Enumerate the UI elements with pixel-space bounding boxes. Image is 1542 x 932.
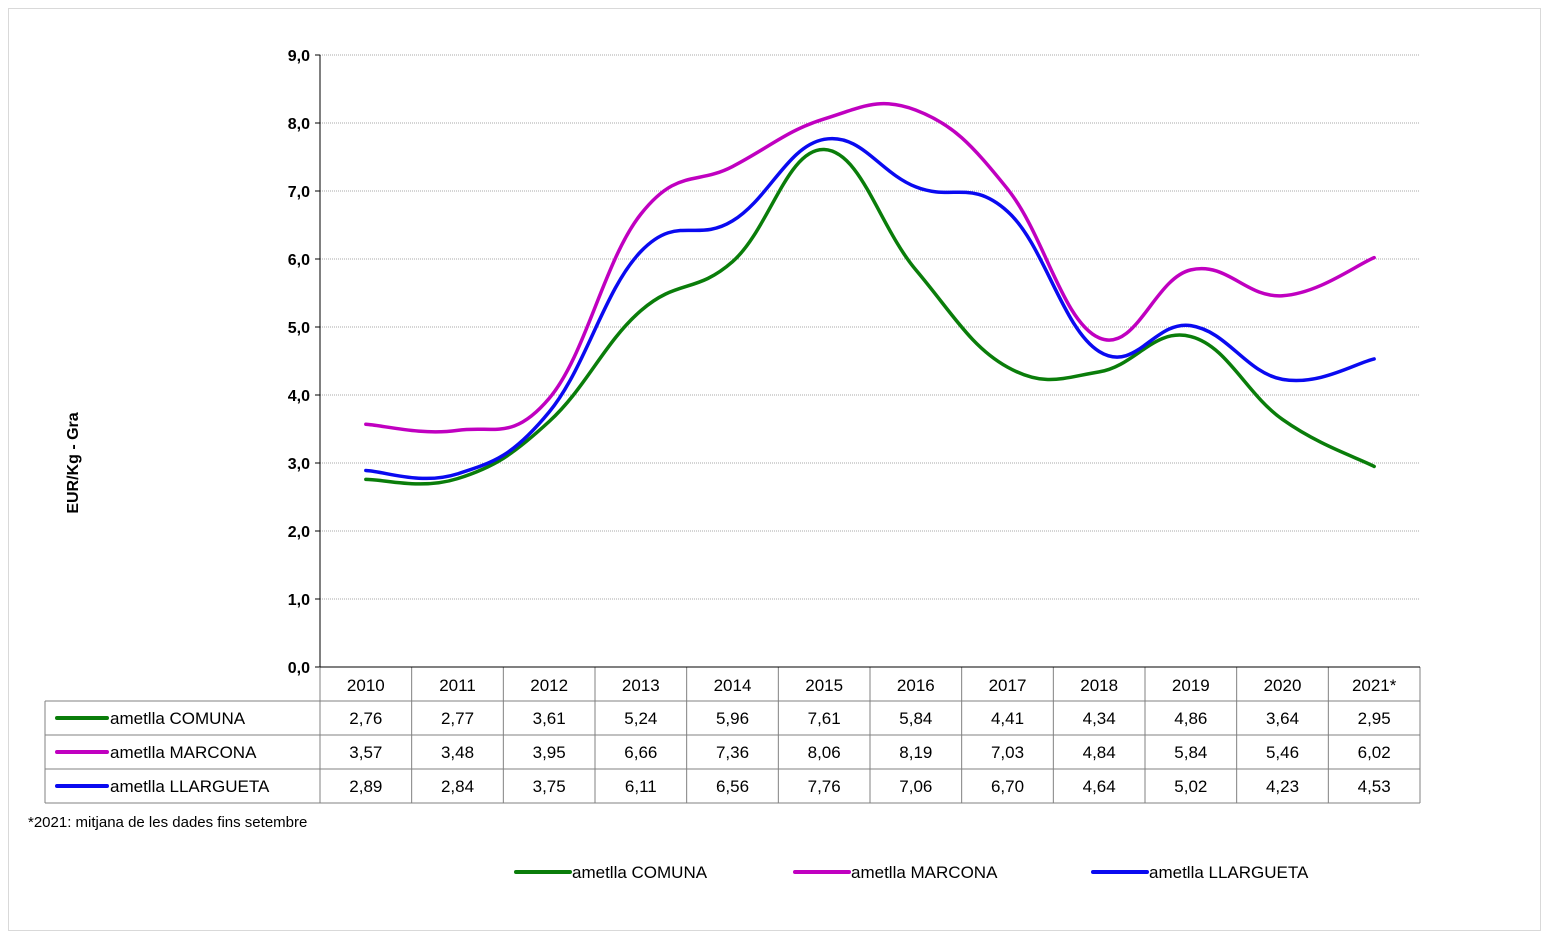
table-series-name: ametlla LLARGUETA xyxy=(110,777,270,796)
data-label: 6,11 xyxy=(625,777,657,796)
x-tick-label: 2017 xyxy=(989,676,1027,695)
x-tick-label: 2020 xyxy=(1264,676,1302,695)
x-tick-label: 2021* xyxy=(1352,676,1397,695)
data-label: 6,70 xyxy=(991,777,1024,796)
data-label: 4,34 xyxy=(1083,709,1116,728)
data-label: 2,77 xyxy=(441,709,474,728)
series-lines xyxy=(364,101,1376,486)
data-label: 5,84 xyxy=(899,709,932,728)
y-tick-label: 3,0 xyxy=(288,456,310,473)
data-label: 2,95 xyxy=(1358,709,1391,728)
data-label: 3,57 xyxy=(349,743,382,762)
table-series-name: ametlla COMUNA xyxy=(110,709,246,728)
series-line-comuna xyxy=(364,147,1376,486)
data-label: 6,02 xyxy=(1358,743,1391,762)
data-label: 4,23 xyxy=(1266,777,1299,796)
data-label: 3,64 xyxy=(1266,709,1299,728)
legend-label: ametlla COMUNA xyxy=(572,863,708,882)
data-label: 5,02 xyxy=(1174,777,1207,796)
data-label: 3,95 xyxy=(533,743,566,762)
data-label: 2,76 xyxy=(349,709,382,728)
legend-label: ametlla MARCONA xyxy=(851,863,998,882)
y-axis-title: EUR/Kg - Gra xyxy=(65,412,82,513)
data-label: 5,46 xyxy=(1266,743,1299,762)
data-label: 8,06 xyxy=(808,743,841,762)
data-label: 6,56 xyxy=(716,777,749,796)
x-tick-label: 2015 xyxy=(805,676,843,695)
footnote: *2021: mitjana de les dades fins setembr… xyxy=(28,814,308,831)
x-tick-label: 2018 xyxy=(1080,676,1118,695)
data-label: 5,96 xyxy=(716,709,749,728)
y-tick-label: 9,0 xyxy=(288,48,310,65)
chart-frame xyxy=(8,8,1541,931)
y-tick-label: 4,0 xyxy=(288,388,310,405)
legend-label: ametlla LLARGUETA xyxy=(1149,863,1309,882)
x-tick-label: 2019 xyxy=(1172,676,1210,695)
data-label: 7,36 xyxy=(716,743,749,762)
y-tick-label: 5,0 xyxy=(288,320,310,337)
data-label: 7,06 xyxy=(899,777,932,796)
data-label: 6,66 xyxy=(624,743,657,762)
data-label: 4,41 xyxy=(991,709,1024,728)
y-tick-label: 7,0 xyxy=(288,184,310,201)
data-label: 4,84 xyxy=(1083,743,1116,762)
data-label: 3,61 xyxy=(533,709,566,728)
data-label: 3,75 xyxy=(533,777,566,796)
series-line-llargueta xyxy=(364,136,1376,481)
y-tick-label: 6,0 xyxy=(288,252,310,269)
x-tick-label: 2014 xyxy=(714,676,752,695)
x-tick-label: 2010 xyxy=(347,676,385,695)
data-label: 2,84 xyxy=(441,777,474,796)
y-tick-label: 1,0 xyxy=(288,592,310,609)
data-label: 2,89 xyxy=(349,777,382,796)
x-tick-label: 2016 xyxy=(897,676,935,695)
data-label: 7,03 xyxy=(991,743,1024,762)
y-tick-label: 8,0 xyxy=(288,116,310,133)
data-label: 8,19 xyxy=(899,743,932,762)
data-table: 2010 2011 2012 2013 2014 2015 2016 2017 2018 2019… xyxy=(44,666,1421,804)
gridlines xyxy=(320,54,1420,600)
y-tick-label: 2,0 xyxy=(288,524,310,541)
data-label: 4,86 xyxy=(1174,709,1207,728)
x-tick-label: 2013 xyxy=(622,676,660,695)
table-series-name: ametlla MARCONA xyxy=(110,743,257,762)
data-label: 4,53 xyxy=(1358,777,1391,796)
x-tick-label: 2012 xyxy=(530,676,568,695)
data-label: 7,61 xyxy=(808,709,841,728)
data-label: 5,24 xyxy=(624,709,657,728)
data-label: 7,76 xyxy=(808,777,841,796)
data-label: 4,64 xyxy=(1083,777,1116,796)
series-line-marcona xyxy=(364,101,1376,434)
x-tick-label: 2011 xyxy=(439,676,476,695)
data-label: 3,48 xyxy=(441,743,474,762)
y-tick-label: 0,0 xyxy=(288,660,310,677)
y-tick-labels: 0,0 1,0 2,0 3,0 4,0 5,0 6,0 7,0 8,0 9,0 xyxy=(288,48,310,677)
legend: ametlla COMUNA ametlla MARCONA ametlla LLA… xyxy=(514,863,1309,882)
data-label: 5,84 xyxy=(1174,743,1207,762)
axes xyxy=(315,54,321,668)
